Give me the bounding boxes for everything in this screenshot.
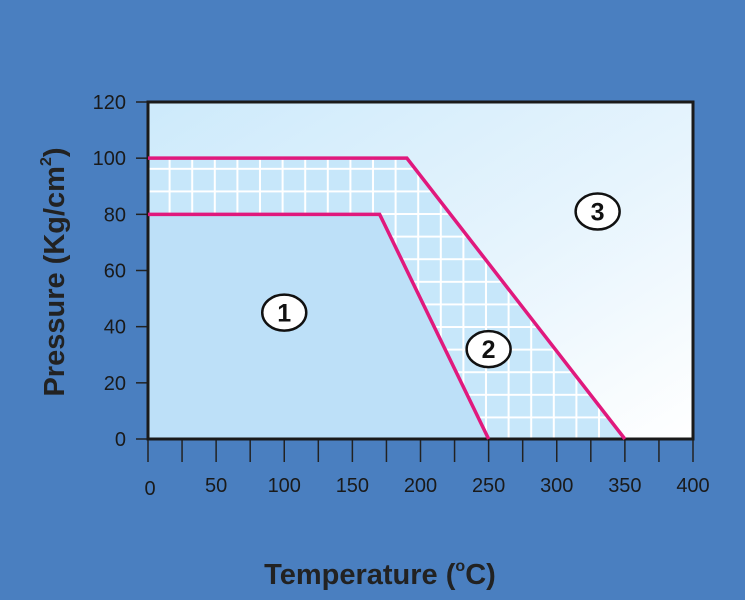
y-tick-label: 20 [104, 373, 126, 395]
region-label-badge [574, 192, 621, 231]
boundary-line-2 [148, 156, 627, 441]
y-axis-title: Pressure (Kg/cm2) [38, 147, 71, 396]
x-tick-label: 300 [540, 475, 573, 497]
x-tick-label: 350 [608, 475, 641, 497]
y-tick-label: 80 [104, 204, 126, 226]
region-label-text: 1 [277, 300, 291, 328]
x-tick-label: 150 [336, 475, 369, 497]
x-axis-title: Temperature (oC) [264, 558, 496, 591]
regions [148, 158, 625, 439]
region-1-label: 1 [261, 293, 308, 332]
boundary-lines [148, 156, 627, 441]
y-tick-label: 0 [115, 429, 126, 451]
y-tick-label: 100 [93, 148, 126, 170]
x-tick-label: 200 [404, 475, 437, 497]
region-labels: 1 2 3 [261, 192, 621, 369]
region-label-text: 3 [591, 199, 605, 227]
x-tick-label: 50 [205, 475, 227, 497]
x-tick-label: 400 [676, 475, 709, 497]
region-2-area [148, 158, 625, 439]
region-label-badge [261, 293, 308, 332]
plot-frame [146, 100, 695, 441]
y-tick-label: 40 [104, 317, 126, 339]
tick-marks [136, 101, 694, 462]
region-1-area [148, 214, 489, 439]
y-tick-label: 60 [104, 261, 126, 283]
region-3-label: 3 [574, 192, 621, 231]
boundary-line-1 [148, 212, 491, 440]
region-label-badge [465, 329, 512, 369]
x-tick-label: 0 [144, 478, 155, 500]
y-tick-label: 120 [93, 92, 126, 114]
region-2-label: 2 [465, 329, 512, 369]
region-label-text: 2 [482, 336, 496, 364]
tick-labels: 0 50 100 150 200 250 300 350 400 0 20 40 60 80 100 120 [93, 92, 710, 500]
x-tick-label: 100 [268, 475, 301, 497]
x-tick-label: 250 [472, 475, 505, 497]
